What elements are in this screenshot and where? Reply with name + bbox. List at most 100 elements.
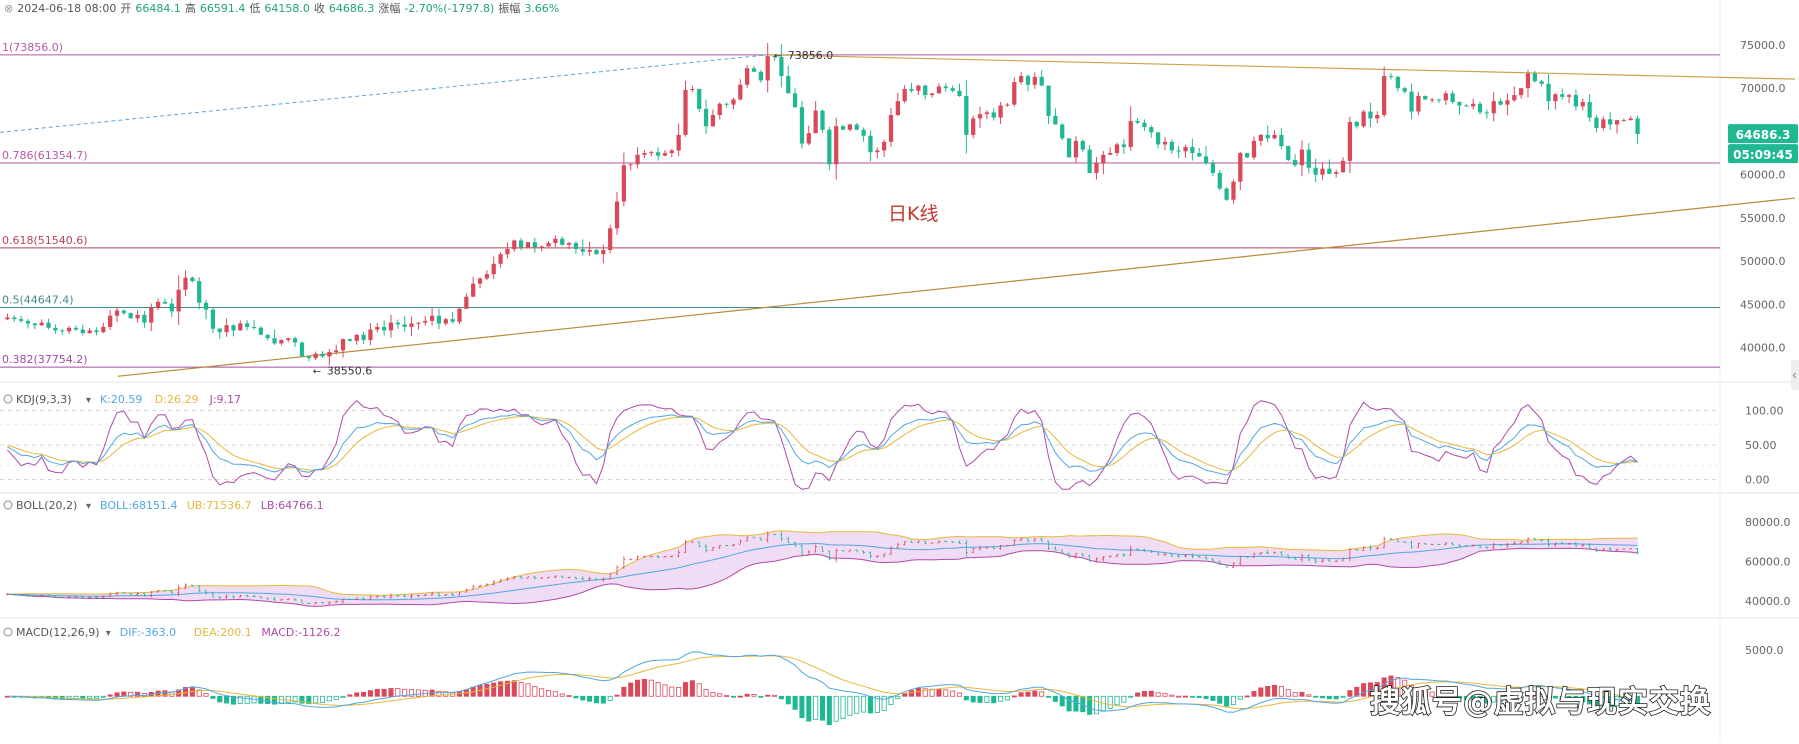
- candle-body: [1080, 140, 1085, 150]
- macd-histogram-bar: [1546, 695, 1552, 698]
- macd-histogram-bar: [552, 691, 558, 697]
- macd-histogram-bar: [1230, 695, 1236, 706]
- kdj-tick-label: 100.00: [1745, 404, 1784, 417]
- candle-body: [765, 56, 770, 81]
- price-tick-label: 40000.0: [1740, 342, 1786, 355]
- macd-histogram-bar: [244, 695, 250, 704]
- candle-body: [265, 334, 270, 339]
- candle-body: [1491, 101, 1496, 114]
- candle-body: [1361, 111, 1366, 127]
- macd-histogram-bar: [306, 695, 312, 705]
- candle-body: [1621, 120, 1626, 122]
- macd-histogram-bar: [874, 695, 880, 713]
- candle-body: [1566, 95, 1572, 97]
- candle-body: [1073, 140, 1079, 158]
- collapse-icon[interactable]: ⊗: [4, 1, 14, 15]
- candle-body: [1162, 141, 1168, 145]
- macd-histogram-bar: [292, 695, 298, 703]
- candle-body: [642, 153, 647, 155]
- countdown-badge: 05:09:45: [1733, 148, 1793, 162]
- macd-histogram-bar: [299, 695, 305, 704]
- candle-body: [532, 242, 537, 248]
- candle-body: [1306, 149, 1311, 168]
- macd-histogram-bar: [1443, 694, 1449, 697]
- candle-body: [628, 164, 633, 166]
- macd-histogram-bar: [361, 691, 367, 697]
- candle-body: [621, 165, 626, 202]
- side-panel-handle[interactable]: [1791, 360, 1799, 390]
- fib-level-label: 0.382(37754.2): [2, 353, 88, 366]
- candle-body: [1519, 88, 1524, 96]
- side-panel-arrow-icon: ‹: [1792, 368, 1797, 382]
- candle-body: [731, 99, 736, 105]
- indicator-legend-2: MACD:-1126.2: [261, 626, 340, 639]
- macd-histogram-bar: [326, 695, 332, 702]
- macd-histogram-bar: [902, 693, 908, 697]
- candle-body: [882, 141, 887, 151]
- candle-body: [347, 339, 353, 341]
- candle-body: [505, 249, 510, 255]
- candle-body: [1025, 76, 1031, 85]
- macd-histogram-bar: [710, 692, 716, 697]
- macd-histogram-bar: [1107, 695, 1113, 709]
- macd-histogram-bar: [1128, 695, 1134, 698]
- macd-histogram-bar: [1217, 695, 1223, 704]
- macd-histogram-bar: [1073, 695, 1079, 712]
- macd-histogram-bar: [285, 695, 291, 703]
- macd-histogram-bar: [1326, 695, 1332, 700]
- indicator-settings-icon[interactable]: [3, 500, 13, 510]
- macd-histogram-bar: [1032, 690, 1038, 697]
- macd-histogram-bar: [66, 695, 72, 700]
- boll-tick-label: 80000.0: [1745, 516, 1791, 529]
- candle-body: [1436, 99, 1442, 101]
- candle-body: [1450, 93, 1455, 103]
- candle-body: [320, 353, 325, 357]
- candle-body: [1087, 149, 1092, 173]
- macd-histogram-bar: [614, 694, 620, 697]
- price-tick-label: 70000.0: [1740, 82, 1786, 95]
- candle-body: [169, 303, 174, 312]
- macd-histogram-bar: [1580, 695, 1586, 703]
- macd-histogram-bar: [1004, 695, 1010, 701]
- kdj-k-line: [7, 413, 1638, 476]
- candle-body: [203, 302, 209, 310]
- macd-histogram-bar: [772, 694, 778, 697]
- candle-body: [1149, 127, 1154, 133]
- macd-histogram-bar: [895, 695, 901, 700]
- macd-histogram-bar: [792, 695, 798, 710]
- macd-histogram-bar: [799, 695, 805, 719]
- macd-histogram-bar: [1272, 684, 1278, 697]
- indicator-settings-icon[interactable]: [3, 627, 13, 637]
- candle-body: [1368, 111, 1373, 119]
- macd-histogram-bar: [1087, 695, 1093, 715]
- header-high: 66591.4: [199, 1, 246, 15]
- macd-histogram-bar: [778, 695, 784, 700]
- boll-tick-label: 60000.0: [1745, 556, 1791, 569]
- macd-histogram-bar: [977, 695, 983, 703]
- candle-body: [245, 323, 250, 327]
- candle-body: [1635, 118, 1640, 135]
- candle-body: [779, 57, 784, 77]
- candle-body: [1019, 76, 1024, 83]
- candle-body: [149, 307, 154, 323]
- macd-histogram-bar: [593, 695, 599, 704]
- macd-histogram-bar: [991, 695, 997, 704]
- macd-histogram-bar: [210, 695, 216, 699]
- macd-histogram-bar: [963, 695, 969, 701]
- indicator-settings-icon[interactable]: [3, 394, 13, 404]
- candle-body: [1587, 102, 1592, 118]
- candle-body: [1512, 95, 1517, 101]
- candle-body: [539, 246, 544, 248]
- boll-tick-label: 40000.0: [1745, 595, 1791, 608]
- macd-histogram-bar: [689, 680, 695, 697]
- candle-body: [224, 325, 229, 333]
- candle-body: [635, 154, 640, 165]
- candle-body: [32, 323, 37, 326]
- candle-body: [176, 289, 181, 312]
- macd-histogram-bar: [367, 690, 373, 697]
- candle-body: [710, 114, 716, 127]
- candle-body: [368, 329, 373, 340]
- macd-histogram-bar: [484, 683, 490, 697]
- fib-level-label: 0.5(44647.4): [2, 294, 74, 307]
- macd-histogram-bar: [984, 695, 990, 703]
